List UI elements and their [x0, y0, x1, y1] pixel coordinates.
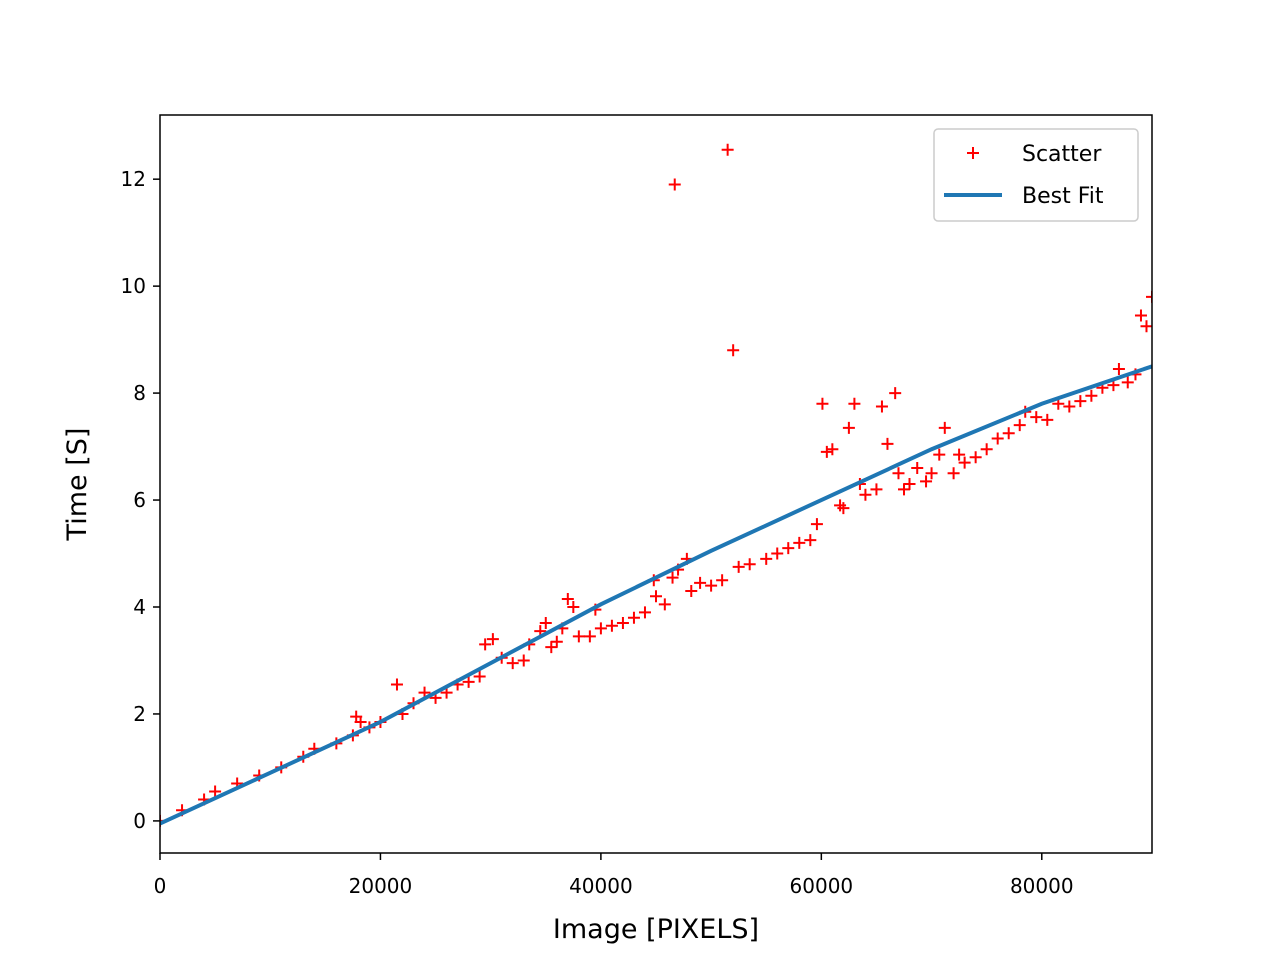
y-tick-label: 12: [121, 167, 146, 191]
y-tick-label: 6: [133, 488, 146, 512]
scatter-point: [658, 598, 671, 611]
scatter-point: [567, 601, 580, 613]
scatter-point: [1002, 427, 1015, 440]
scatter-point: [842, 421, 855, 434]
scatter-point: [743, 558, 756, 571]
scatter-point: [760, 552, 773, 565]
scatter-point: [898, 483, 910, 496]
scatter-point: [1030, 411, 1043, 424]
scatter-point: [875, 400, 888, 413]
scatter-point: [947, 467, 960, 480]
y-tick-label: 4: [133, 595, 146, 619]
scatter-point: [848, 397, 861, 410]
legend-label: Best Fit: [1022, 184, 1104, 209]
fit-line: [160, 364, 1152, 826]
scatter-point: [938, 421, 951, 434]
x-tick-label: 60000: [790, 874, 854, 898]
scatter-point: [782, 542, 795, 555]
scatter-point: [925, 467, 938, 480]
scatter-point: [1112, 363, 1125, 376]
scatter-point: [668, 178, 681, 191]
scatter-point: [958, 456, 971, 469]
scatter-point: [816, 397, 829, 410]
scatter-point: [859, 488, 872, 501]
plot-area: [160, 143, 1152, 827]
scatter-point: [685, 584, 698, 597]
scatter-point: [969, 451, 982, 464]
scatter-point: [911, 461, 924, 474]
scatter-point: [650, 590, 662, 603]
scatter-point: [594, 622, 607, 635]
x-tick-label: 0: [154, 874, 167, 898]
scatter-point: [572, 630, 585, 643]
scatter-point: [1013, 419, 1026, 432]
scatter-point: [517, 654, 530, 667]
scatter-point: [666, 571, 679, 584]
legend-label: Scatter: [1022, 142, 1102, 167]
scatter-point: [1063, 400, 1076, 413]
scatter-point: [390, 678, 403, 691]
scatter-point: [605, 619, 618, 632]
plot-frame: [159, 114, 1153, 854]
scatter-point: [870, 483, 883, 496]
y-tick-label: 8: [133, 381, 146, 405]
scatter-point: [721, 143, 734, 156]
scatter-point: [561, 592, 574, 605]
scatter-point: [933, 448, 946, 461]
scatter-point: [550, 635, 563, 648]
scatter-point: [1041, 413, 1054, 426]
scatter-point: [462, 675, 475, 688]
scatter-point: [479, 638, 492, 651]
y-tick-label: 2: [133, 702, 146, 726]
scatter-point: [727, 344, 740, 357]
scatter-point: [953, 448, 966, 461]
scatter-point: [903, 478, 916, 490]
scatter-point: [716, 574, 729, 587]
x-tick-label: 20000: [349, 874, 413, 898]
scatter-point: [616, 617, 629, 630]
scatter-point: [506, 657, 519, 670]
scatter-point: [826, 443, 839, 456]
scatter-point: [539, 617, 552, 630]
scatter-point: [1085, 389, 1098, 402]
y-tick-label: 10: [121, 274, 146, 298]
scatter-point: [354, 715, 367, 728]
scatter-point: [1074, 395, 1087, 408]
scatter-point: [732, 560, 745, 573]
scatter-point: [486, 633, 499, 646]
scatter-point: [892, 467, 905, 480]
scatter-point: [980, 443, 993, 456]
legend-box: [933, 128, 1139, 222]
x-tick-label: 40000: [569, 874, 633, 898]
scatter-point: [209, 785, 222, 798]
scatter-point: [804, 534, 817, 547]
scatter-point: [694, 576, 707, 589]
y-axis-label: Time [S]: [62, 428, 93, 542]
scatter-point: [705, 579, 718, 592]
legend-swatch: [967, 147, 979, 159]
scatter-point: [889, 387, 902, 400]
scatter-point: [820, 445, 833, 458]
scatter-point: [583, 630, 596, 643]
x-tick-label: 80000: [1010, 874, 1074, 898]
scatter-point: [638, 606, 651, 619]
scatter-point: [473, 670, 486, 683]
scatter-point: [627, 611, 640, 624]
scatter-point: [920, 475, 933, 488]
scatter-point: [545, 641, 558, 654]
scatter-point: [837, 502, 850, 515]
scatter-point: [991, 432, 1004, 445]
scatter-point: [1146, 290, 1152, 303]
scatter-point: [1134, 309, 1147, 322]
scatter-point: [1140, 320, 1152, 333]
y-tick-label: 0: [133, 809, 146, 833]
scatter-point: [771, 547, 784, 560]
x-axis-label: Image [PIXELS]: [553, 914, 759, 945]
scatter-point: [1121, 376, 1134, 389]
scatter-point: [793, 536, 806, 549]
scatter-point: [881, 437, 894, 450]
scatter-point: [810, 518, 823, 531]
